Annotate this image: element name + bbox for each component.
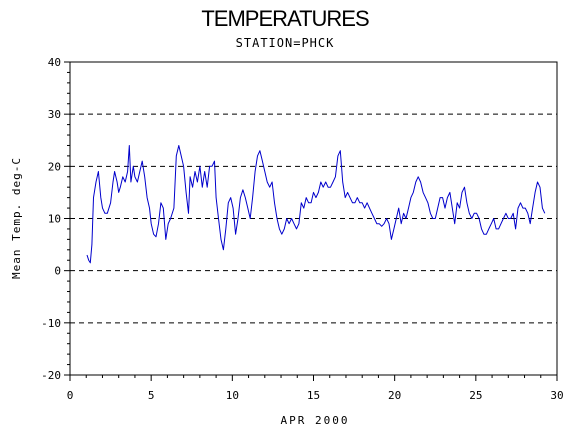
- series-layer: [86, 145, 546, 264]
- x-tick-label: 0: [67, 389, 74, 402]
- x-tick-label: 15: [307, 389, 320, 402]
- y-tick-label: 20: [48, 160, 61, 173]
- x-tick-label: 10: [226, 389, 239, 402]
- y-tick-label: -10: [41, 317, 61, 330]
- x-tick-label: 30: [550, 389, 563, 402]
- chart-subtitle: STATION=PHCK: [235, 36, 335, 50]
- x-tick-label: 20: [388, 389, 401, 402]
- axis-layer: -20 -10 0 10 20 30 40 0 5 10 15 20 25 30: [41, 56, 564, 402]
- grid-layer: [70, 61, 557, 376]
- chart-title: TEMPERATURES: [201, 6, 369, 31]
- x-tick-label: 25: [469, 389, 482, 402]
- y-tick-label: 0: [54, 265, 61, 278]
- x-tick-label: 5: [148, 389, 155, 402]
- y-tick-label: -20: [41, 369, 61, 382]
- y-axis-title: Mean Temp. deg-C: [10, 157, 23, 279]
- y-tick-label: 30: [48, 108, 61, 121]
- y-tick-label: 10: [48, 213, 61, 226]
- series-line: [86, 145, 546, 264]
- x-axis-title: APR 2000: [281, 414, 350, 427]
- y-tick-label: 40: [48, 56, 61, 69]
